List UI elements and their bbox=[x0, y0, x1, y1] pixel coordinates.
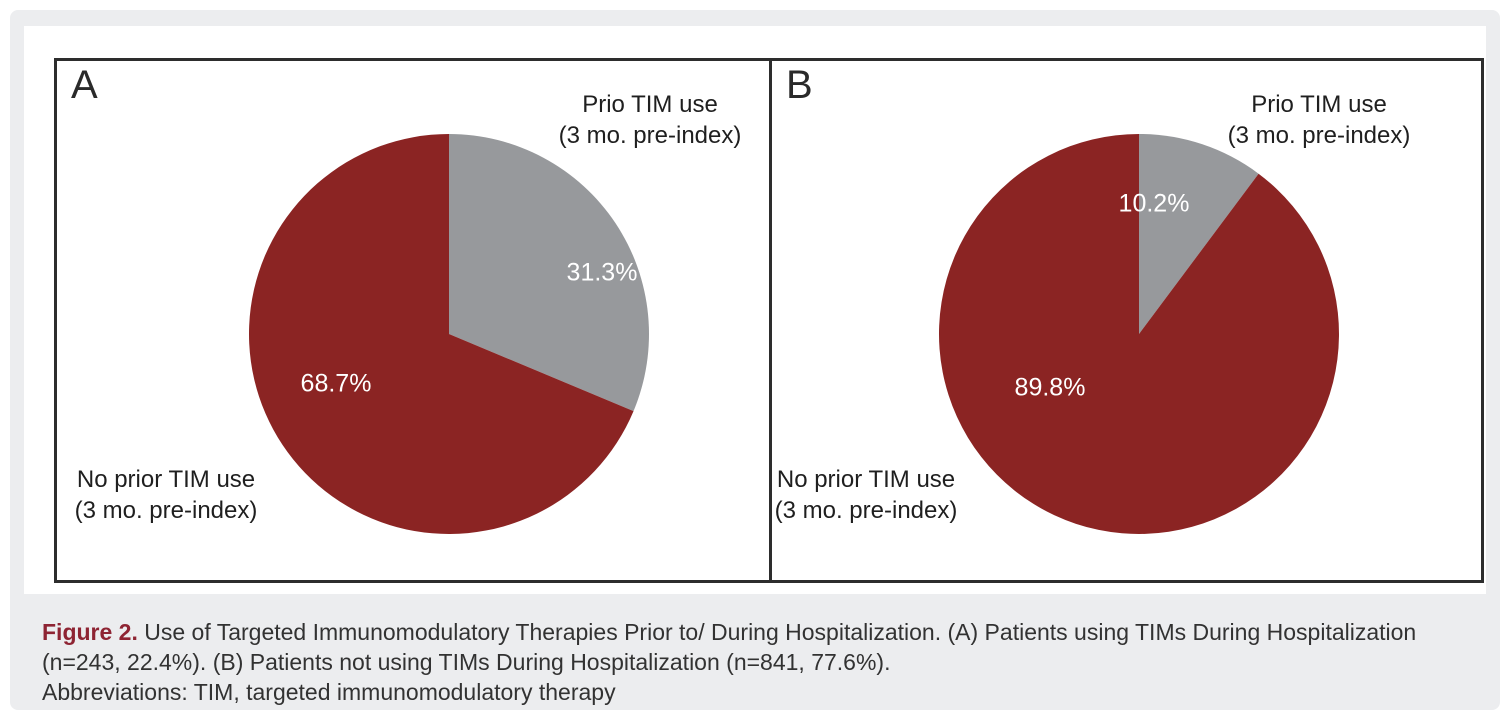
pie-svg-b bbox=[938, 134, 1339, 534]
panel-divider bbox=[769, 61, 772, 580]
label-line: Prio TIM use bbox=[1251, 91, 1387, 118]
pie-percent-label: 68.7% bbox=[300, 369, 372, 398]
caption-line-1: Figure 2. Use of Targeted Immunomodulato… bbox=[42, 617, 1492, 647]
pie-slice bbox=[938, 134, 1339, 534]
pie-chart-b: 10.2% 89.8% bbox=[934, 129, 1344, 539]
pie-slice bbox=[248, 134, 634, 534]
label-line: (3 mo. pre-index) bbox=[558, 122, 742, 149]
pie-svg-a bbox=[248, 134, 649, 534]
figure-number-label: Figure 2. bbox=[42, 619, 138, 645]
pie-percent-label: 10.2% bbox=[1118, 189, 1190, 218]
panel-b: B Prio TIM use (3 mo. pre-index) No prio… bbox=[772, 61, 1481, 580]
panel-box: A Prio TIM use (3 mo. pre-index) No prio… bbox=[54, 58, 1484, 583]
label-line: (3 mo. pre-index) bbox=[774, 497, 958, 524]
label-line: (3 mo. pre-index) bbox=[74, 497, 258, 524]
caption-line-3: Abbreviations: TIM, targeted immunomodul… bbox=[42, 679, 616, 705]
label-line: No prior TIM use bbox=[776, 466, 956, 493]
pie-percent-label: 89.8% bbox=[1014, 373, 1086, 402]
panel-a-letter: A bbox=[71, 63, 99, 107]
label-line: No prior TIM use bbox=[76, 466, 256, 493]
panel-a-prior-tim-label: Prio TIM use (3 mo. pre-index) bbox=[500, 89, 800, 151]
pie-slice bbox=[449, 134, 649, 412]
panel-b-prior-tim-label: Prio TIM use (3 mo. pre-index) bbox=[1169, 89, 1469, 151]
panel-b-letter: B bbox=[786, 63, 814, 107]
panel-a-no-prior-tim-label: No prior TIM use (3 mo. pre-index) bbox=[56, 464, 276, 526]
caption-line-2: (n=243, 22.4%). (B) Patients not using T… bbox=[42, 649, 891, 675]
label-line: Prio TIM use bbox=[582, 91, 718, 118]
panel-a: A Prio TIM use (3 mo. pre-index) No prio… bbox=[57, 61, 769, 580]
pie-percent-label: 31.3% bbox=[566, 258, 638, 287]
figure-caption: Figure 2. Use of Targeted Immunomodulato… bbox=[42, 617, 1492, 707]
figure-area: A Prio TIM use (3 mo. pre-index) No prio… bbox=[24, 26, 1486, 594]
label-line: (3 mo. pre-index) bbox=[1227, 122, 1411, 149]
pie-chart-a: 31.3% 68.7% bbox=[244, 129, 654, 539]
caption-line-1-text: Use of Targeted Immunomodulatory Therapi… bbox=[137, 619, 1417, 645]
panel-b-no-prior-tim-label: No prior TIM use (3 mo. pre-index) bbox=[756, 464, 976, 526]
pie-slice bbox=[1139, 134, 1259, 334]
figure-card: A Prio TIM use (3 mo. pre-index) No prio… bbox=[10, 10, 1500, 710]
